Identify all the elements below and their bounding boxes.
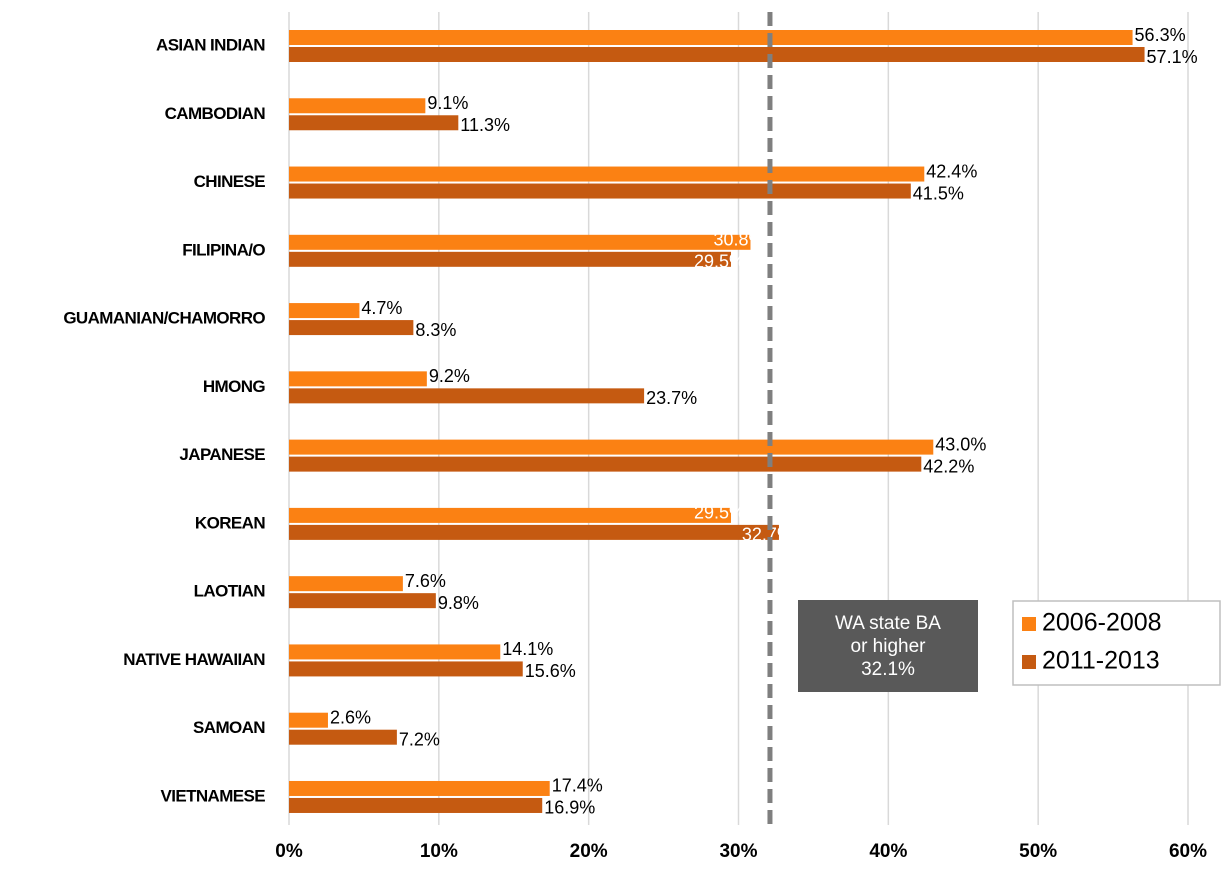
bar (289, 593, 436, 609)
category-label: SAMOAN (193, 718, 265, 737)
annotation-text: 32.1% (861, 659, 915, 680)
data-label: 42.2% (923, 456, 974, 476)
x-tick-label: 50% (1019, 841, 1057, 862)
bar (289, 320, 414, 336)
bar (289, 780, 550, 796)
bar (289, 439, 934, 455)
bar (289, 30, 1133, 45)
x-tick-label: 60% (1169, 841, 1207, 862)
data-label: 42.4% (926, 161, 977, 181)
bar (289, 524, 779, 540)
legend-box (1012, 600, 1221, 686)
x-tick-label: 0% (275, 841, 303, 862)
category-label: FILIPINA/O (182, 240, 265, 259)
bar (289, 303, 360, 319)
data-label: 57.1% (1147, 47, 1198, 67)
data-label: 29.5% (694, 503, 745, 523)
legend-label: 2011-2013 (1042, 647, 1160, 675)
data-label: 7.2% (399, 729, 440, 749)
annotation-text: or higher (851, 636, 927, 657)
data-label: 43.0% (935, 434, 986, 454)
category-label: CHINESE (194, 172, 266, 191)
category-label: JAPANESE (179, 445, 265, 464)
data-label: 7.6% (405, 571, 446, 591)
bar (289, 115, 459, 131)
legend-label: 2006-2008 (1042, 609, 1162, 637)
bar (289, 712, 328, 728)
bar (289, 729, 397, 745)
category-label: CAMBODIAN (165, 104, 266, 123)
legend-swatch (1022, 655, 1036, 669)
data-label: 4.7% (361, 298, 402, 318)
bar (289, 234, 751, 250)
bar (289, 388, 645, 404)
data-label: 9.1% (427, 93, 468, 113)
data-label: 30.8% (713, 230, 764, 250)
x-tick-label: 40% (869, 841, 907, 862)
bar (289, 98, 426, 114)
category-label: VIETNAMESE (160, 786, 265, 805)
bar (289, 371, 427, 387)
data-label: 41.5% (913, 183, 964, 203)
x-tick-label: 10% (420, 841, 458, 862)
bar (289, 47, 1145, 62)
data-label: 14.1% (502, 639, 553, 659)
x-tick-label: 20% (570, 841, 608, 862)
data-label: 32.7% (742, 525, 793, 545)
bar (289, 251, 732, 267)
category-label: KOREAN (195, 513, 265, 532)
annotation-box (798, 600, 978, 692)
data-label: 9.2% (429, 366, 470, 386)
data-label: 16.9% (544, 798, 595, 818)
data-label: 11.3% (460, 115, 510, 135)
legend-swatch (1022, 617, 1036, 631)
data-label: 56.3% (1135, 25, 1186, 45)
bar (289, 507, 732, 523)
category-label: HMONG (203, 377, 266, 396)
category-label: ASIAN INDIAN (156, 35, 265, 54)
bar (289, 456, 922, 472)
bar (289, 166, 925, 182)
category-label: GUAMANIAN/CHAMORRO (63, 309, 265, 328)
category-label: NATIVE HAWAIIAN (123, 650, 265, 669)
bar (289, 644, 501, 660)
annotation-text: WA state BA (835, 613, 941, 634)
data-label: 9.8% (438, 593, 479, 613)
data-label: 15.6% (525, 661, 576, 681)
bar (289, 576, 403, 592)
x-tick-label: 30% (719, 841, 757, 862)
data-label: 2.6% (330, 707, 371, 727)
bar (289, 183, 911, 199)
bar (289, 797, 543, 813)
data-label: 29.5% (694, 252, 745, 272)
bar (289, 661, 523, 677)
data-label: 17.4% (552, 776, 603, 796)
data-label: 8.3% (415, 320, 456, 340)
category-label: LAOTIAN (194, 582, 266, 601)
data-label: 23.7% (646, 388, 697, 408)
